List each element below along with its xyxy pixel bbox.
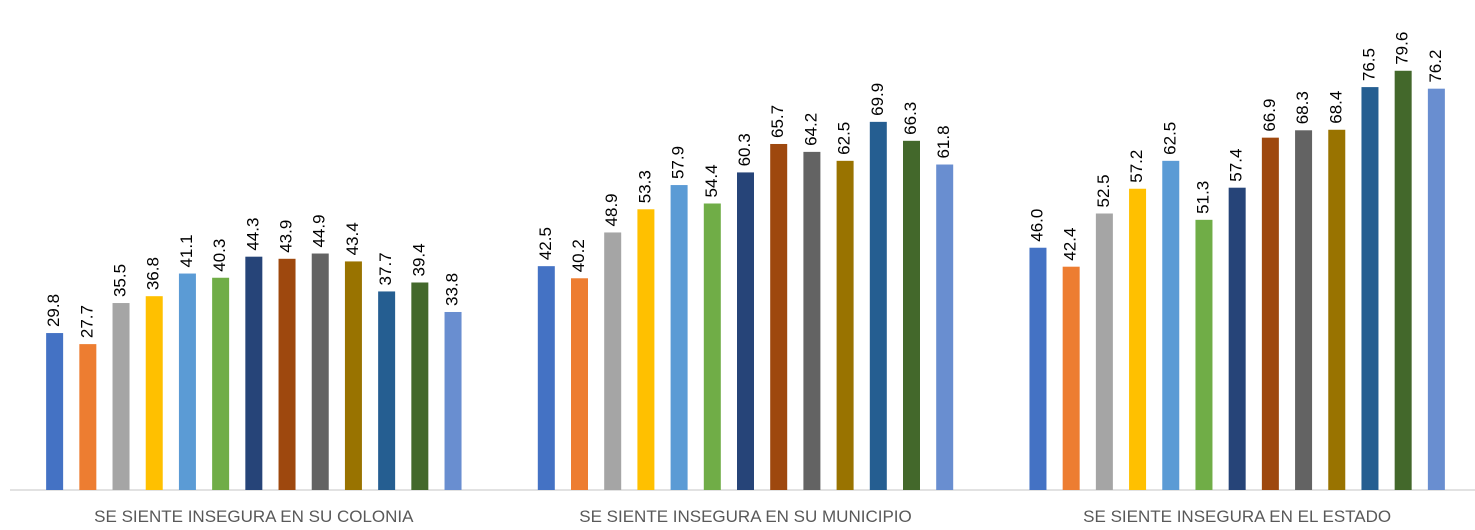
bar bbox=[1095, 213, 1113, 490]
x-tick-label: SE SIENTE INSEGURA EN EL ESTADO bbox=[1083, 507, 1391, 526]
bar bbox=[278, 258, 296, 490]
bar bbox=[145, 296, 163, 490]
value-label: 43.9 bbox=[277, 220, 296, 253]
value-label: 53.3 bbox=[635, 170, 654, 203]
value-label: 65.7 bbox=[768, 105, 787, 138]
value-label: 64.2 bbox=[801, 113, 820, 146]
bar bbox=[936, 164, 954, 490]
value-label: 66.3 bbox=[901, 102, 920, 135]
value-label: 43.4 bbox=[343, 222, 362, 255]
bar bbox=[411, 282, 429, 490]
bar bbox=[1295, 130, 1313, 490]
value-label: 41.1 bbox=[177, 234, 196, 267]
value-label: 62.5 bbox=[1160, 122, 1179, 155]
value-label: 62.5 bbox=[835, 122, 854, 155]
value-label: 54.4 bbox=[702, 164, 721, 197]
bar bbox=[1361, 87, 1379, 490]
bar bbox=[1328, 129, 1346, 490]
value-label: 76.2 bbox=[1426, 50, 1445, 83]
value-label: 46.0 bbox=[1027, 209, 1046, 242]
value-label: 40.2 bbox=[569, 239, 588, 272]
bar bbox=[1029, 247, 1047, 490]
bar bbox=[770, 143, 788, 491]
value-label: 79.6 bbox=[1393, 32, 1412, 65]
bar bbox=[1427, 88, 1445, 491]
bar bbox=[1129, 188, 1147, 490]
x-tick-label: SE SIENTE INSEGURA EN SU MUNICIPIO bbox=[579, 507, 912, 526]
bar bbox=[836, 160, 854, 491]
bar bbox=[178, 273, 196, 490]
bar bbox=[1228, 187, 1246, 490]
value-label: 37.7 bbox=[376, 252, 395, 285]
x-tick-label: SE SIENTE INSEGURA EN SU COLONIA bbox=[94, 507, 414, 526]
bar bbox=[1062, 266, 1080, 490]
bar bbox=[444, 311, 462, 490]
value-label: 44.9 bbox=[310, 214, 329, 247]
bar bbox=[112, 303, 130, 490]
value-label: 52.5 bbox=[1094, 174, 1113, 207]
value-label: 48.9 bbox=[602, 193, 621, 226]
value-label: 27.7 bbox=[77, 305, 96, 338]
bar bbox=[703, 203, 721, 490]
bar bbox=[311, 253, 329, 490]
bar bbox=[670, 185, 688, 490]
bar bbox=[571, 278, 588, 490]
value-label: 51.3 bbox=[1193, 181, 1212, 214]
bar bbox=[604, 232, 622, 490]
value-label: 33.8 bbox=[443, 273, 462, 306]
value-label: 68.3 bbox=[1293, 91, 1312, 124]
value-label: 57.9 bbox=[669, 146, 688, 179]
value-label: 57.2 bbox=[1127, 150, 1146, 183]
value-label: 60.3 bbox=[735, 133, 754, 166]
value-label: 69.9 bbox=[868, 83, 887, 116]
bar bbox=[537, 266, 555, 490]
value-label: 36.8 bbox=[144, 257, 163, 290]
bar bbox=[245, 256, 263, 490]
bar bbox=[79, 344, 97, 490]
bar bbox=[212, 277, 230, 490]
bar bbox=[903, 140, 920, 490]
bar bbox=[378, 291, 396, 490]
bar bbox=[1195, 219, 1213, 490]
value-label: 66.9 bbox=[1260, 99, 1279, 132]
bar bbox=[803, 151, 821, 490]
bar bbox=[737, 172, 754, 491]
value-label: 61.8 bbox=[934, 125, 953, 158]
value-label: 35.5 bbox=[111, 264, 130, 297]
bar bbox=[637, 209, 655, 490]
value-label: 42.5 bbox=[536, 227, 555, 260]
value-label: 42.4 bbox=[1061, 228, 1080, 261]
value-label: 40.3 bbox=[210, 239, 229, 272]
bar bbox=[344, 261, 362, 490]
bar bbox=[46, 333, 64, 490]
bar bbox=[869, 121, 887, 491]
bar bbox=[1261, 137, 1279, 490]
value-label: 44.3 bbox=[243, 218, 262, 251]
value-label: 57.4 bbox=[1227, 149, 1246, 182]
value-label: 76.5 bbox=[1359, 48, 1378, 81]
value-label: 39.4 bbox=[409, 243, 428, 276]
bar bbox=[1394, 70, 1412, 491]
bar bbox=[1162, 160, 1180, 491]
value-label: 68.4 bbox=[1326, 91, 1345, 124]
value-label: 29.8 bbox=[44, 294, 63, 327]
